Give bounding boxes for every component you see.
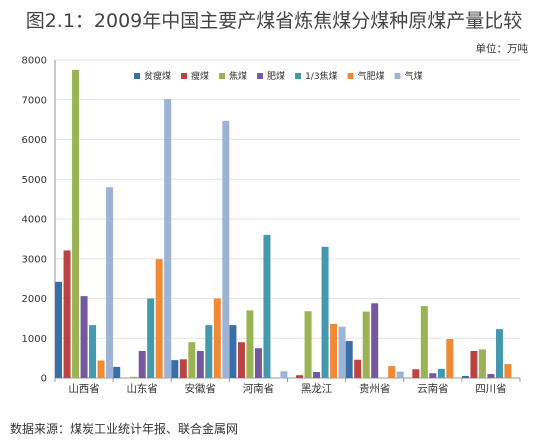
bar-4-4 bbox=[321, 246, 329, 378]
legend-label: 气煤 bbox=[405, 70, 423, 82]
legend-swatch bbox=[295, 73, 302, 79]
x-tick-label: 山西省 bbox=[68, 382, 100, 395]
legend-swatch bbox=[347, 73, 354, 79]
x-tick-label: 黑龙江 bbox=[301, 382, 333, 395]
y-tick-label: 6000 bbox=[22, 135, 47, 146]
unit-label: 单位：万吨 bbox=[475, 43, 529, 55]
bar-7-3 bbox=[487, 374, 495, 378]
chart-title: 图2.1：2009年中国主要产煤省炼焦煤分煤种原煤产量比较 bbox=[25, 10, 523, 32]
x-tick-label: 安徽省 bbox=[185, 382, 217, 395]
legend-label: 气肥煤 bbox=[358, 70, 385, 82]
bar-4-3 bbox=[313, 372, 321, 378]
bar-5-1 bbox=[354, 359, 362, 378]
bar-0-3 bbox=[80, 296, 88, 378]
bar-7-2 bbox=[478, 349, 486, 378]
y-tick-label: 0 bbox=[41, 374, 47, 385]
grid-lines bbox=[55, 59, 520, 339]
y-tick-label: 8000 bbox=[22, 56, 47, 67]
x-tick-label: 四川省 bbox=[475, 382, 507, 395]
legend-label: 焦煤 bbox=[229, 70, 247, 82]
bar-5-2 bbox=[362, 311, 370, 378]
bar-3-2 bbox=[246, 310, 254, 378]
y-tick-label: 4000 bbox=[22, 215, 47, 226]
legend-swatch bbox=[219, 73, 226, 79]
bar-2-5 bbox=[213, 298, 221, 378]
bar-1-0 bbox=[113, 366, 121, 378]
legend-swatch bbox=[134, 73, 140, 79]
legend-label: 贫瘦煤 bbox=[144, 70, 171, 82]
bar-4-2 bbox=[304, 311, 312, 378]
bar-1-3 bbox=[138, 350, 146, 378]
bar-0-5 bbox=[97, 360, 105, 378]
x-tick-label: 云南省 bbox=[417, 382, 449, 395]
bar-2-6 bbox=[222, 120, 230, 378]
bar-0-4 bbox=[89, 325, 97, 378]
bar-2-1 bbox=[179, 359, 187, 378]
y-tick-label: 7000 bbox=[22, 95, 47, 106]
bar-7-4 bbox=[495, 329, 503, 378]
bar-7-0 bbox=[461, 376, 469, 378]
bar-3-1 bbox=[237, 342, 245, 378]
x-tick-label: 河南省 bbox=[243, 382, 275, 395]
x-tick-label: 山东省 bbox=[126, 382, 158, 395]
bar-6-4 bbox=[437, 368, 445, 378]
bar-3-6 bbox=[280, 371, 288, 378]
bar-3-0 bbox=[229, 325, 237, 378]
bar-1-2 bbox=[130, 376, 138, 378]
bar-3-3 bbox=[254, 348, 262, 378]
bar-5-6 bbox=[396, 371, 404, 378]
bar-7-5 bbox=[504, 364, 512, 378]
bar-0-0 bbox=[55, 281, 63, 378]
bar-0-6 bbox=[106, 187, 114, 378]
legend-label: 肥煤 bbox=[267, 70, 285, 82]
y-tick-label: 1000 bbox=[22, 334, 47, 345]
legend: 贫瘦煤 瘦煤 焦煤 肥煤 1/3焦煤 气肥煤 气煤 bbox=[134, 70, 423, 82]
bar-5-5 bbox=[388, 366, 396, 378]
legend-swatch bbox=[181, 73, 188, 79]
bar-2-4 bbox=[205, 325, 213, 378]
y-tick-label: 2000 bbox=[22, 294, 47, 305]
bar-2-3 bbox=[196, 350, 204, 378]
legend-label: 1/3焦煤 bbox=[305, 70, 338, 82]
y-tick-label: 3000 bbox=[22, 254, 47, 265]
bar-3-4 bbox=[263, 234, 271, 378]
bar-4-1 bbox=[296, 375, 304, 378]
bar-7-1 bbox=[470, 350, 478, 378]
bar-6-2 bbox=[420, 306, 428, 378]
legend-label: 瘦煤 bbox=[191, 70, 209, 82]
legend-swatch bbox=[257, 73, 264, 79]
bars bbox=[55, 69, 512, 378]
bar-1-6 bbox=[164, 98, 172, 378]
axis-labels: 0 1000 2000 3000 4000 5000 6000 7000 8000 山西省 山东省 安… bbox=[22, 56, 507, 396]
x-tick-label: 贵州省 bbox=[359, 382, 391, 395]
bar-6-1 bbox=[412, 369, 420, 378]
bar-4-6 bbox=[338, 326, 346, 378]
bar-2-0 bbox=[171, 360, 179, 378]
bar-0-1 bbox=[63, 250, 71, 378]
source-note: 数据来源：煤炭工业统计年报、联合金属网 bbox=[10, 422, 239, 436]
bar-5-0 bbox=[345, 341, 353, 378]
y-tick-label: 5000 bbox=[22, 175, 47, 186]
axes bbox=[54, 60, 521, 382]
bar-2-2 bbox=[188, 342, 196, 378]
bar-5-3 bbox=[371, 303, 379, 378]
bar-1-4 bbox=[147, 298, 155, 378]
bar-4-5 bbox=[330, 323, 338, 378]
bar-6-5 bbox=[446, 339, 454, 378]
bar-0-2 bbox=[72, 69, 80, 378]
bar-6-3 bbox=[429, 373, 437, 378]
legend-swatch bbox=[394, 73, 401, 79]
bar-1-5 bbox=[155, 259, 163, 378]
